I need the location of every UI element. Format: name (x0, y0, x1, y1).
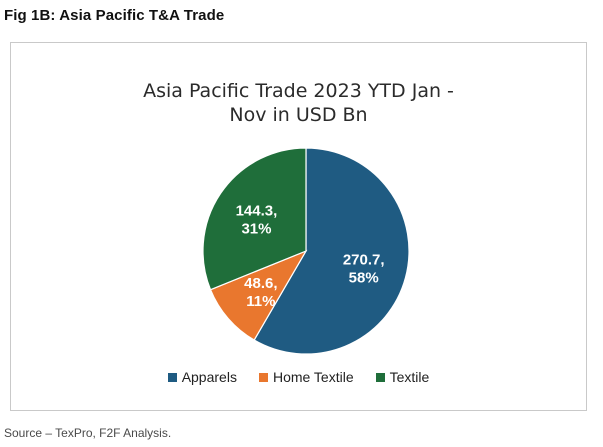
figure-label: Fig 1B: Asia Pacific T&A Trade (4, 7, 225, 24)
legend-label-textile: Textile (389, 369, 430, 385)
legend-swatch-apparels (167, 372, 177, 382)
chart-frame: Asia Pacific Trade 2023 YTD Jan - Nov in… (10, 42, 587, 411)
pie-slices (202, 147, 410, 355)
slice-percent-label-textile: 31% (241, 221, 271, 238)
slice-value-label-apparels: 270.7, (343, 252, 385, 269)
legend-item-home-textile[interactable]: Home Textile (258, 369, 354, 385)
legend-swatch-textile (375, 372, 385, 382)
chart-title-line-1: Asia Pacific Trade 2023 YTD Jan - (143, 80, 454, 102)
chart-title-line-2: Nov in USD Bn (229, 104, 368, 126)
pie-chart: 270.7,58% 48.6,11% 144.3,31% (202, 147, 410, 355)
legend-item-apparels[interactable]: Apparels (167, 369, 237, 385)
chart-title: Asia Pacific Trade 2023 YTD Jan - Nov in… (11, 79, 586, 127)
legend-swatch-home-textile (258, 372, 268, 382)
slice-value-label-textile: 144.3, (236, 203, 278, 220)
pie-labels: 270.7,58% 48.6,11% 144.3,31% (236, 203, 385, 311)
pie-slice-textile[interactable] (202, 147, 307, 291)
source-note: Source – TexPro, F2F Analysis. (4, 426, 172, 440)
slice-percent-label-apparels: 58% (349, 270, 379, 287)
pie-slice-home-textile[interactable] (209, 249, 308, 341)
slice-percent-label-home-textile: 11% (246, 293, 275, 310)
pie-slice-apparels[interactable] (253, 147, 410, 355)
legend-label-apparels: Apparels (181, 369, 237, 385)
chart-legend: Apparels Home Textile Textile (11, 369, 586, 385)
legend-item-textile[interactable]: Textile (375, 369, 430, 385)
slice-value-label-home-textile: 48.6, (244, 275, 277, 292)
legend-label-home-textile: Home Textile (272, 369, 354, 385)
